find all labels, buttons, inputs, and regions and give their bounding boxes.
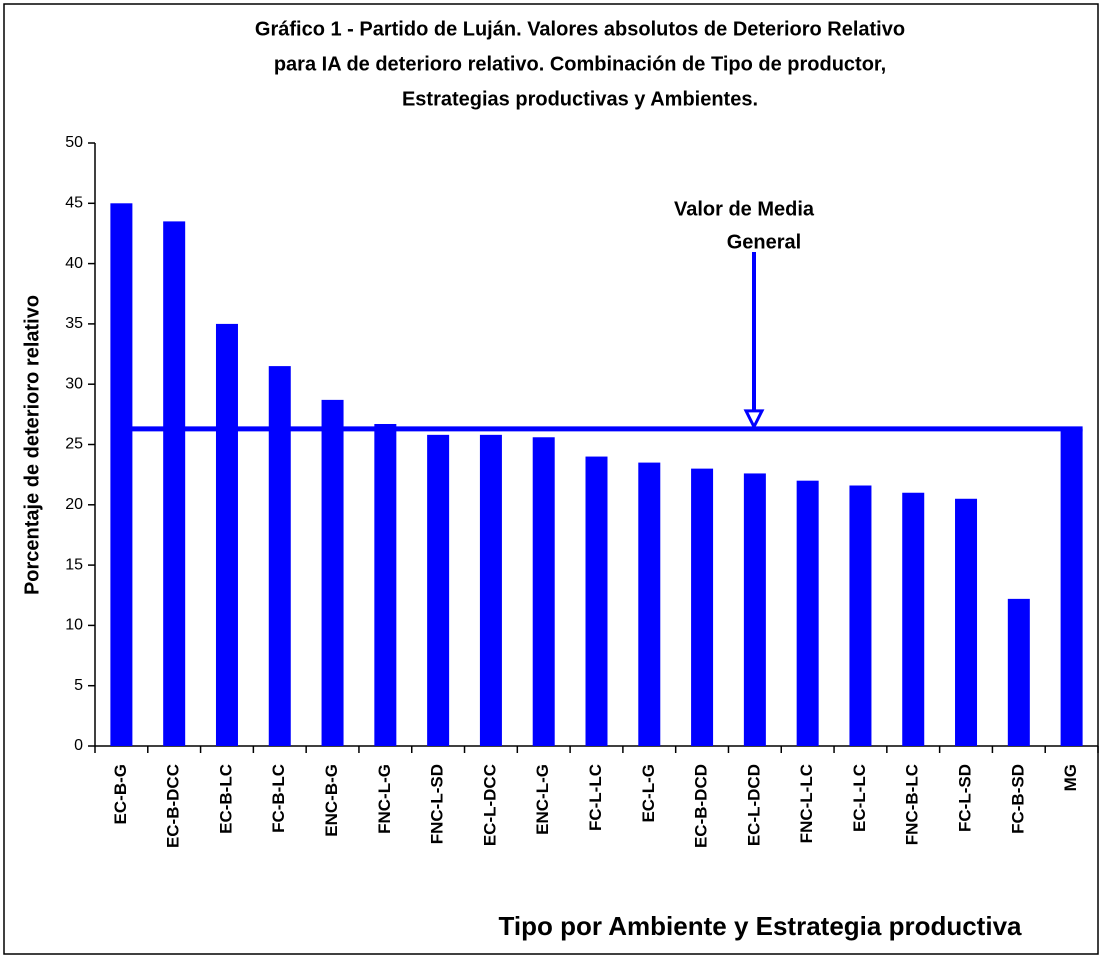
bar [215,323,238,746]
bar [691,468,714,746]
x-tick-label: EC-B-DCD [692,764,711,848]
y-tick-label: 25 [65,436,83,453]
x-tick-label: FC-L-LC [586,764,605,831]
x-tick-label: ENC-B-G [322,764,341,837]
x-tick-label: FC-B-SD [1008,764,1027,834]
bar [743,473,766,746]
bar [902,492,925,746]
y-tick-label: 0 [74,737,83,754]
y-tick-label: 35 [65,315,83,332]
bar [163,221,186,746]
x-tick-label: FNC-B-LC [903,764,922,845]
y-tick-label: 45 [65,195,83,212]
bar [374,423,397,746]
x-tick-label: EC-L-G [639,764,658,823]
bar [321,399,344,746]
x-tick-label: EC-L-LC [850,764,869,832]
y-tick-label: 30 [65,375,83,392]
x-tick-label: EC-L-DCC [480,764,499,846]
chart-title: para IA de deterioro relativo. Combinaci… [274,53,886,75]
chart-title: Estrategias productivas y Ambientes. [402,88,758,110]
x-tick-label: EC-B-G [111,764,130,824]
x-axis-label: Tipo por Ambiente y Estrategia productiv… [499,911,1023,941]
x-tick-label: MG [1061,764,1080,791]
bar [796,480,819,746]
bar [638,462,661,746]
x-tick-label: ENC-L-G [533,764,552,835]
bar [532,437,555,746]
bar [849,485,872,746]
bar [479,434,502,746]
bar [268,366,291,746]
x-tick-label: FNC-L-LC [797,764,816,843]
x-tick-label: EC-L-DCD [744,764,763,846]
bar [955,498,978,746]
x-tick-label: FNC-L-SD [428,764,447,844]
x-tick-label: FC-B-LC [269,764,288,833]
bar [110,203,133,747]
y-tick-label: 20 [65,496,83,513]
y-tick-label: 40 [65,255,83,272]
bar [1007,598,1030,746]
x-tick-label: EC-B-DCC [164,764,183,848]
x-tick-label: FNC-L-G [375,764,394,834]
y-tick-label: 5 [74,677,83,694]
bar [427,434,450,746]
bar [1060,428,1083,746]
y-tick-label: 10 [65,617,83,634]
annotation: Valor de Media [674,198,815,220]
y-tick-label: 15 [65,556,83,573]
chart-title: Gráfico 1 - Partido de Luján. Valores ab… [255,18,905,40]
y-axis-label: Porcentaje de deterioro relativo [21,295,43,595]
annotation: General [727,231,801,253]
bar [585,456,608,746]
x-tick-label: EC-B-LC [216,764,235,834]
x-tick-label: FC-L-SD [956,764,975,832]
arrow-head [743,409,765,431]
y-tick-label: 50 [65,134,83,151]
